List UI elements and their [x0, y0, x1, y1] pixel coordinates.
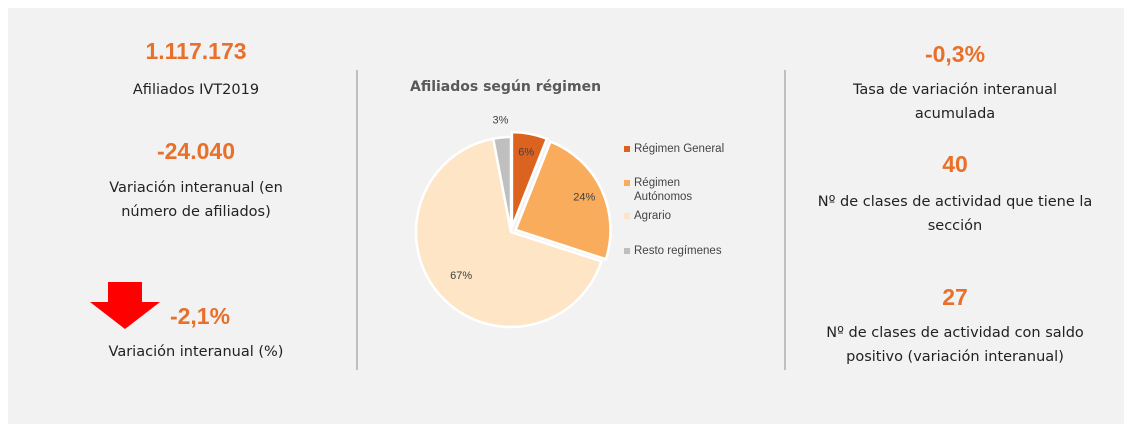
pie-slice — [414, 137, 603, 329]
legend-swatch — [624, 248, 630, 254]
kpi-value: -0,3% — [924, 41, 986, 67]
kpi-value: 1.117.173 — [145, 38, 247, 64]
legend-label: Agrario — [634, 210, 672, 222]
kpi-label: Nº de clases de actividad con saldo posi… — [826, 325, 1084, 365]
kpi-label: Variación interanual (%) — [108, 344, 284, 360]
data-label: 67% — [450, 270, 472, 282]
kpi-label: Afiliados IVT2019 — [132, 82, 260, 98]
legend-label: Resto regímenes — [634, 245, 722, 257]
kpi-value: -24.040 — [156, 138, 235, 164]
pie-slice — [510, 130, 549, 228]
kpi-label: Variación interanual (en número de afili… — [109, 180, 283, 220]
kpi-value: 27 — [942, 284, 968, 310]
legend-label: Régimen General — [634, 143, 725, 155]
legend-swatch — [624, 180, 630, 186]
data-label: 3% — [492, 114, 508, 126]
kpi-value: -2,1% — [169, 303, 231, 329]
legend-item: Régimen Autónomos — [624, 176, 714, 204]
pie-slice — [491, 135, 513, 233]
down-arrow-icon — [90, 282, 160, 329]
legend-item: Agrario — [624, 209, 754, 223]
legend-label: Régimen Autónomos — [634, 177, 693, 203]
kpi-label: Tasa de variación interanual acumulada — [852, 82, 1058, 122]
divider — [356, 70, 358, 370]
chart-title: Afiliados según régimen — [410, 79, 601, 95]
legend-swatch — [624, 213, 630, 219]
data-label: 6% — [518, 146, 534, 158]
divider — [784, 70, 786, 370]
pie-slice — [513, 139, 612, 261]
kpi-value: 40 — [942, 151, 968, 177]
kpi-label: Nº de clases de actividad que tiene la s… — [817, 194, 1093, 234]
legend-item: Régimen General — [624, 142, 754, 156]
legend-swatch — [624, 146, 630, 152]
data-label: 24% — [573, 191, 595, 203]
legend-item: Resto regímenes — [624, 244, 754, 258]
